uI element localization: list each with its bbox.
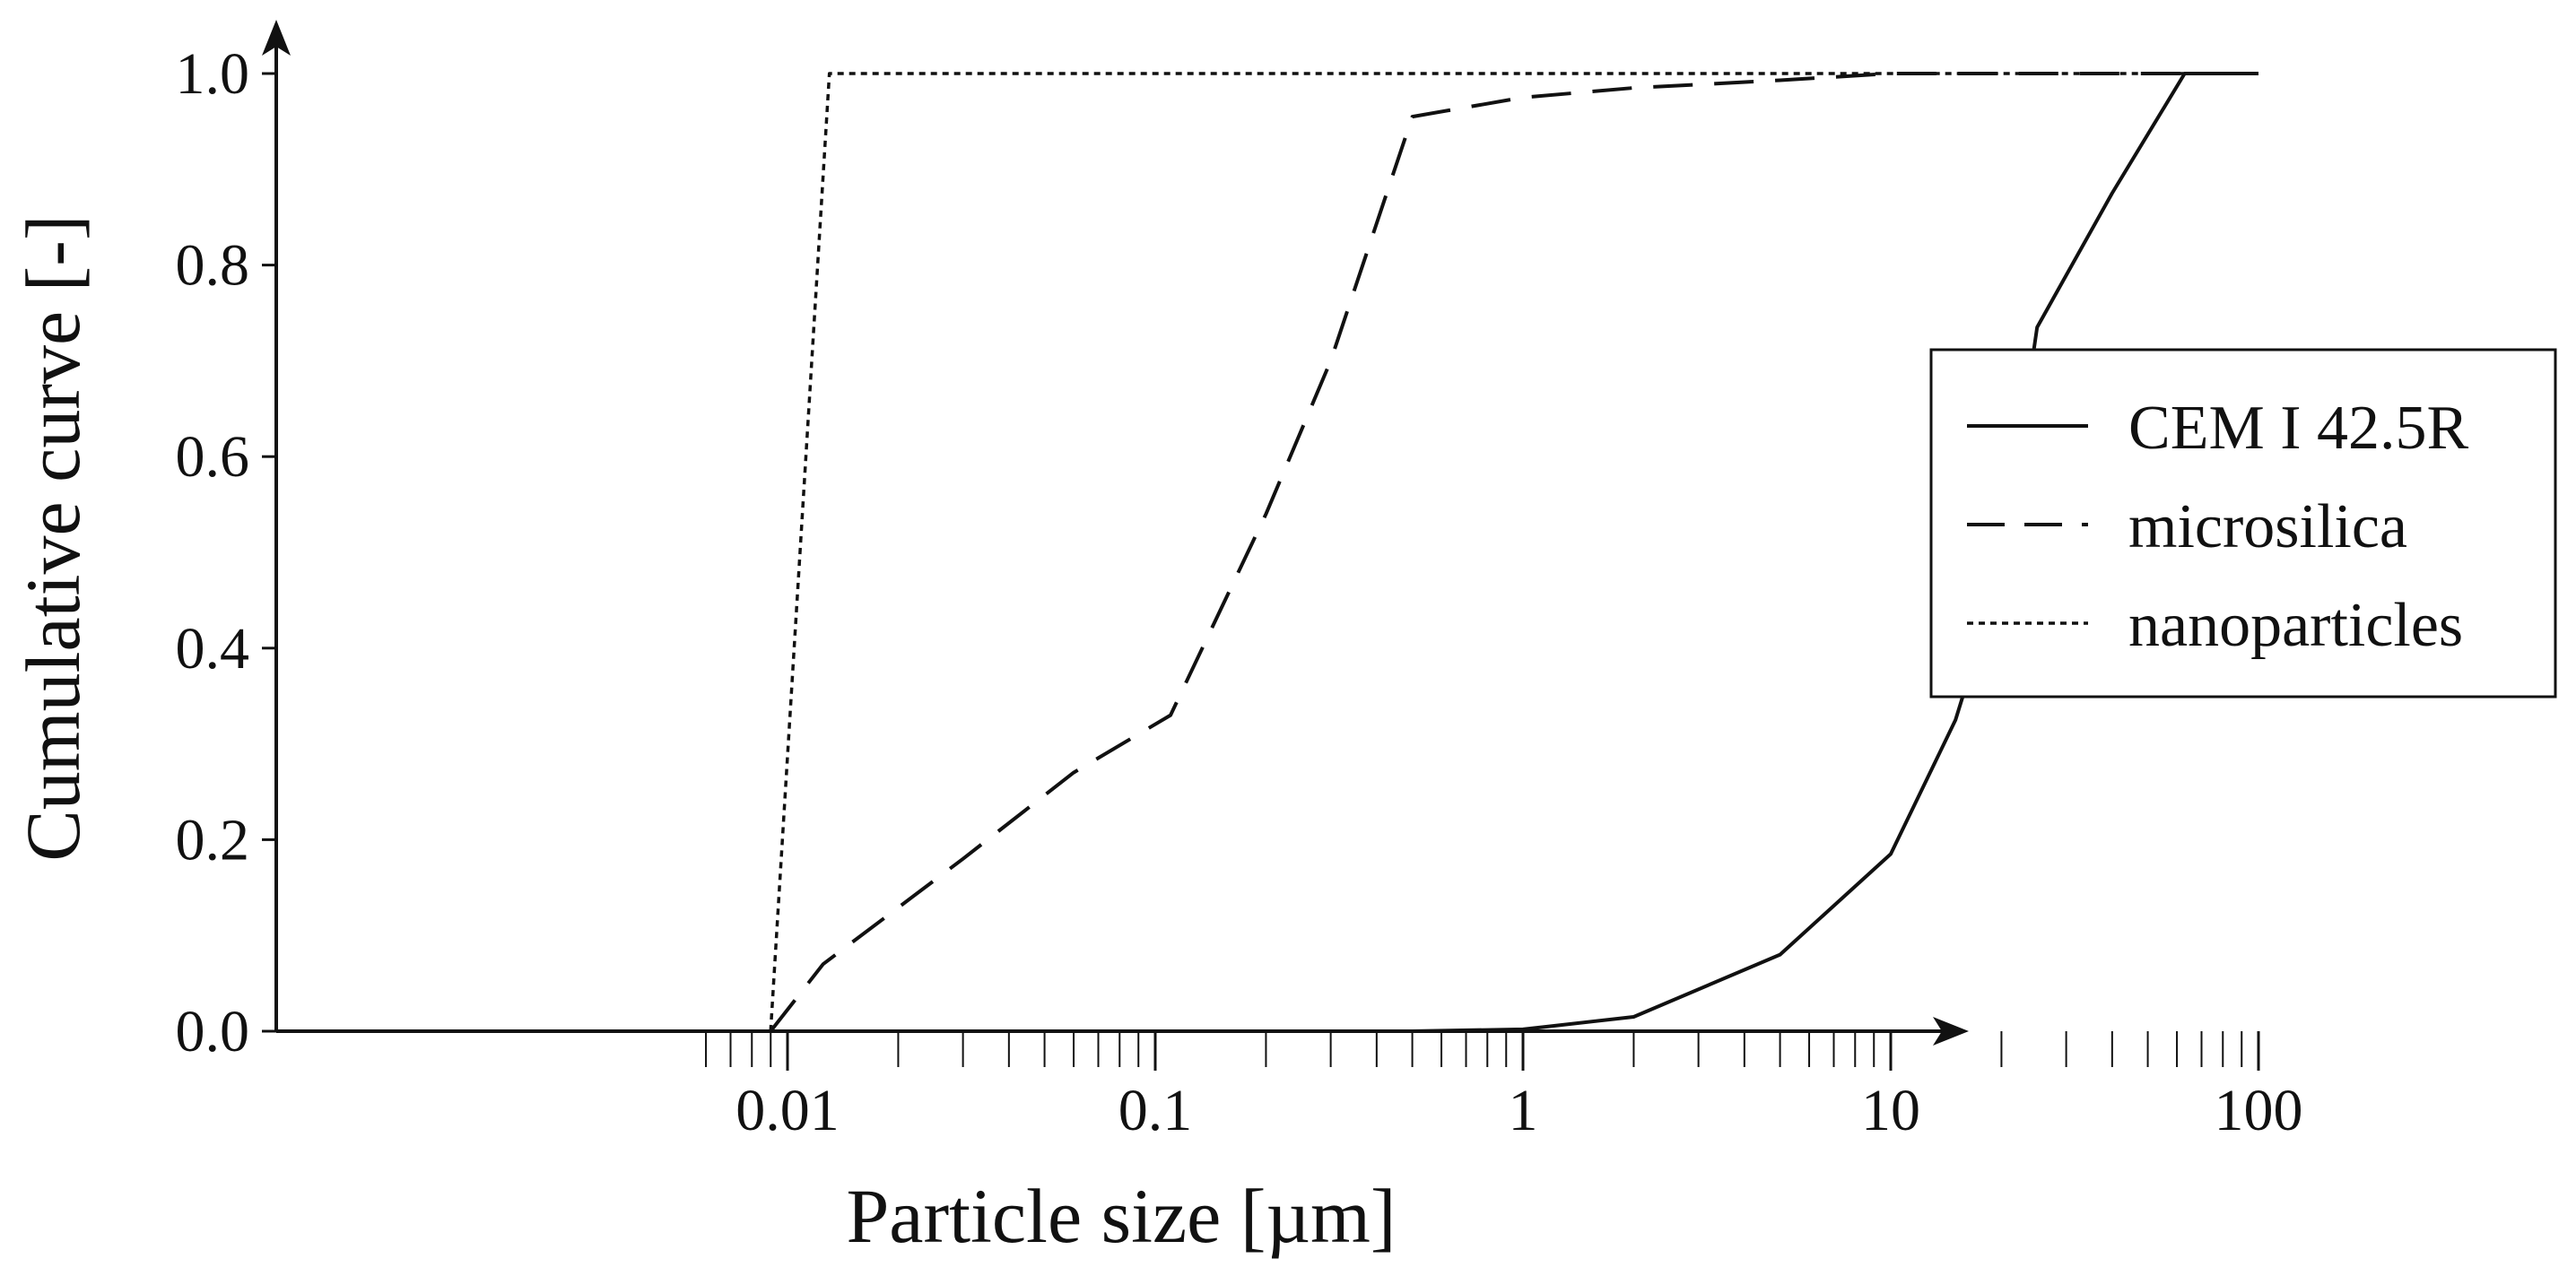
y-tick-label-0: 0.0	[176, 999, 250, 1064]
y-tick-label-3: 0.6	[176, 424, 250, 490]
y-tick-label-1: 0.2	[176, 807, 250, 872]
x-tick-label-1: 0.1	[1118, 1078, 1193, 1143]
x-axis-arrow-icon	[1933, 1017, 1969, 1046]
x-tick-label-2: 1	[1509, 1078, 1538, 1143]
series-line-nanoparticles	[769, 72, 2258, 1032]
ticks-layer: 0.0 0.2 0.4 0.6 0.8 1.0 0.01 0.1 1 10 100	[176, 41, 2303, 1143]
x-axis-title: Particle size [µm]	[846, 1173, 1396, 1259]
legend-label-microsilica: microsilica	[2128, 492, 2407, 561]
y-tick-label-2: 0.4	[176, 616, 250, 681]
x-tick-label-4: 100	[2215, 1078, 2303, 1143]
y-tick-label-5: 1.0	[176, 41, 250, 107]
legend-label-cem: CEM I 42.5R	[2128, 394, 2469, 463]
series-line-microsilica	[769, 72, 2258, 1033]
x-tick-label-3: 10	[1861, 1078, 1920, 1143]
series-line-cem-i-42-5r	[770, 72, 2258, 1033]
y-axis-title: Cumulative curve [-]	[10, 214, 96, 861]
y-axis-arrow-icon	[262, 20, 291, 56]
y-tick-label-4: 0.8	[176, 233, 250, 299]
legend: CEM I 42.5R microsilica nanoparticles	[1929, 348, 2557, 699]
x-tick-label-0: 0.01	[735, 1078, 840, 1143]
series-layer	[769, 72, 2258, 1033]
legend-label-nanoparticles: nanoparticles	[2128, 591, 2463, 660]
